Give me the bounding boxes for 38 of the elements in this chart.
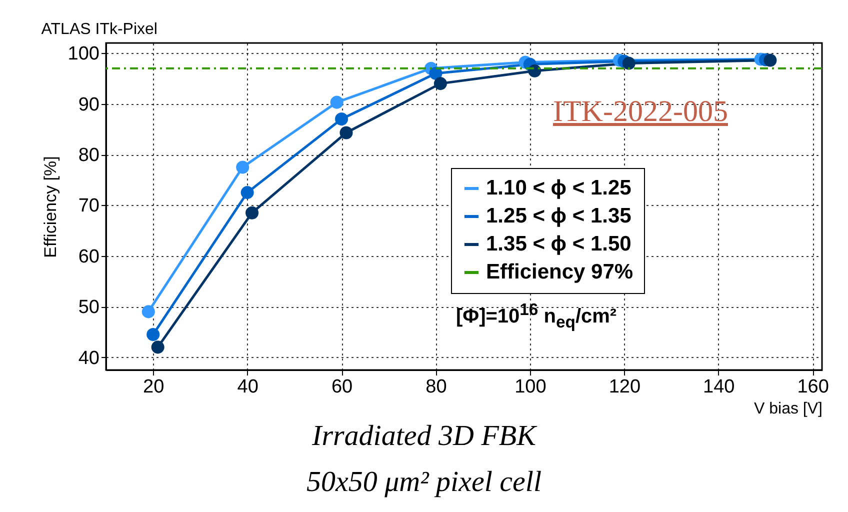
- point: [434, 77, 447, 90]
- annotation: [Φ]=10$^{16}$ n$_{eq}$/cm²: [456, 300, 617, 333]
- y-tick-label: 50: [78, 297, 100, 318]
- x-tick-label: 100: [514, 376, 546, 398]
- y-tick-label: 70: [78, 196, 100, 217]
- legend-label: 1.10 < ϕ < 1.25: [486, 176, 632, 200]
- x-tick-label: 160: [797, 376, 829, 398]
- annotation: ITK-2022-005: [553, 95, 728, 129]
- legend-label: 1.25 < ϕ < 1.35: [486, 204, 632, 228]
- legend-label: Efficiency 97%: [486, 260, 634, 284]
- x-tick-label: 80: [426, 376, 447, 398]
- point: [236, 160, 250, 174]
- point: [240, 186, 254, 200]
- x-tick-label: 40: [237, 376, 258, 398]
- point: [151, 340, 164, 354]
- text: 50x50 μm² pixel cell: [305, 466, 543, 499]
- point: [330, 96, 344, 109]
- chart-title: ATLAS ITk-Pixel: [41, 21, 158, 38]
- point: [146, 328, 160, 342]
- y-tick-label: 100: [68, 44, 100, 65]
- point: [340, 126, 353, 140]
- point: [764, 54, 777, 67]
- legend-label: 1.35 < ϕ < 1.50: [486, 232, 632, 256]
- point: [246, 206, 259, 220]
- x-tick-label: 60: [331, 376, 353, 398]
- y-tick-label: 60: [78, 246, 100, 268]
- x-tick-label: 140: [703, 376, 735, 398]
- x-tick-label: 120: [608, 376, 641, 398]
- x-axis-title: V bias [V]: [754, 400, 822, 418]
- point: [142, 305, 155, 318]
- text: Irradiated 3D FBK: [310, 420, 538, 453]
- y-tick-label: 80: [78, 145, 100, 166]
- y-axis-title: Efficiency [%]: [40, 156, 60, 258]
- y-tick-label: 40: [78, 348, 100, 369]
- x-tick-label: 20: [143, 376, 164, 398]
- y-tick-label: 90: [78, 94, 100, 116]
- point: [622, 56, 636, 70]
- point: [335, 112, 348, 126]
